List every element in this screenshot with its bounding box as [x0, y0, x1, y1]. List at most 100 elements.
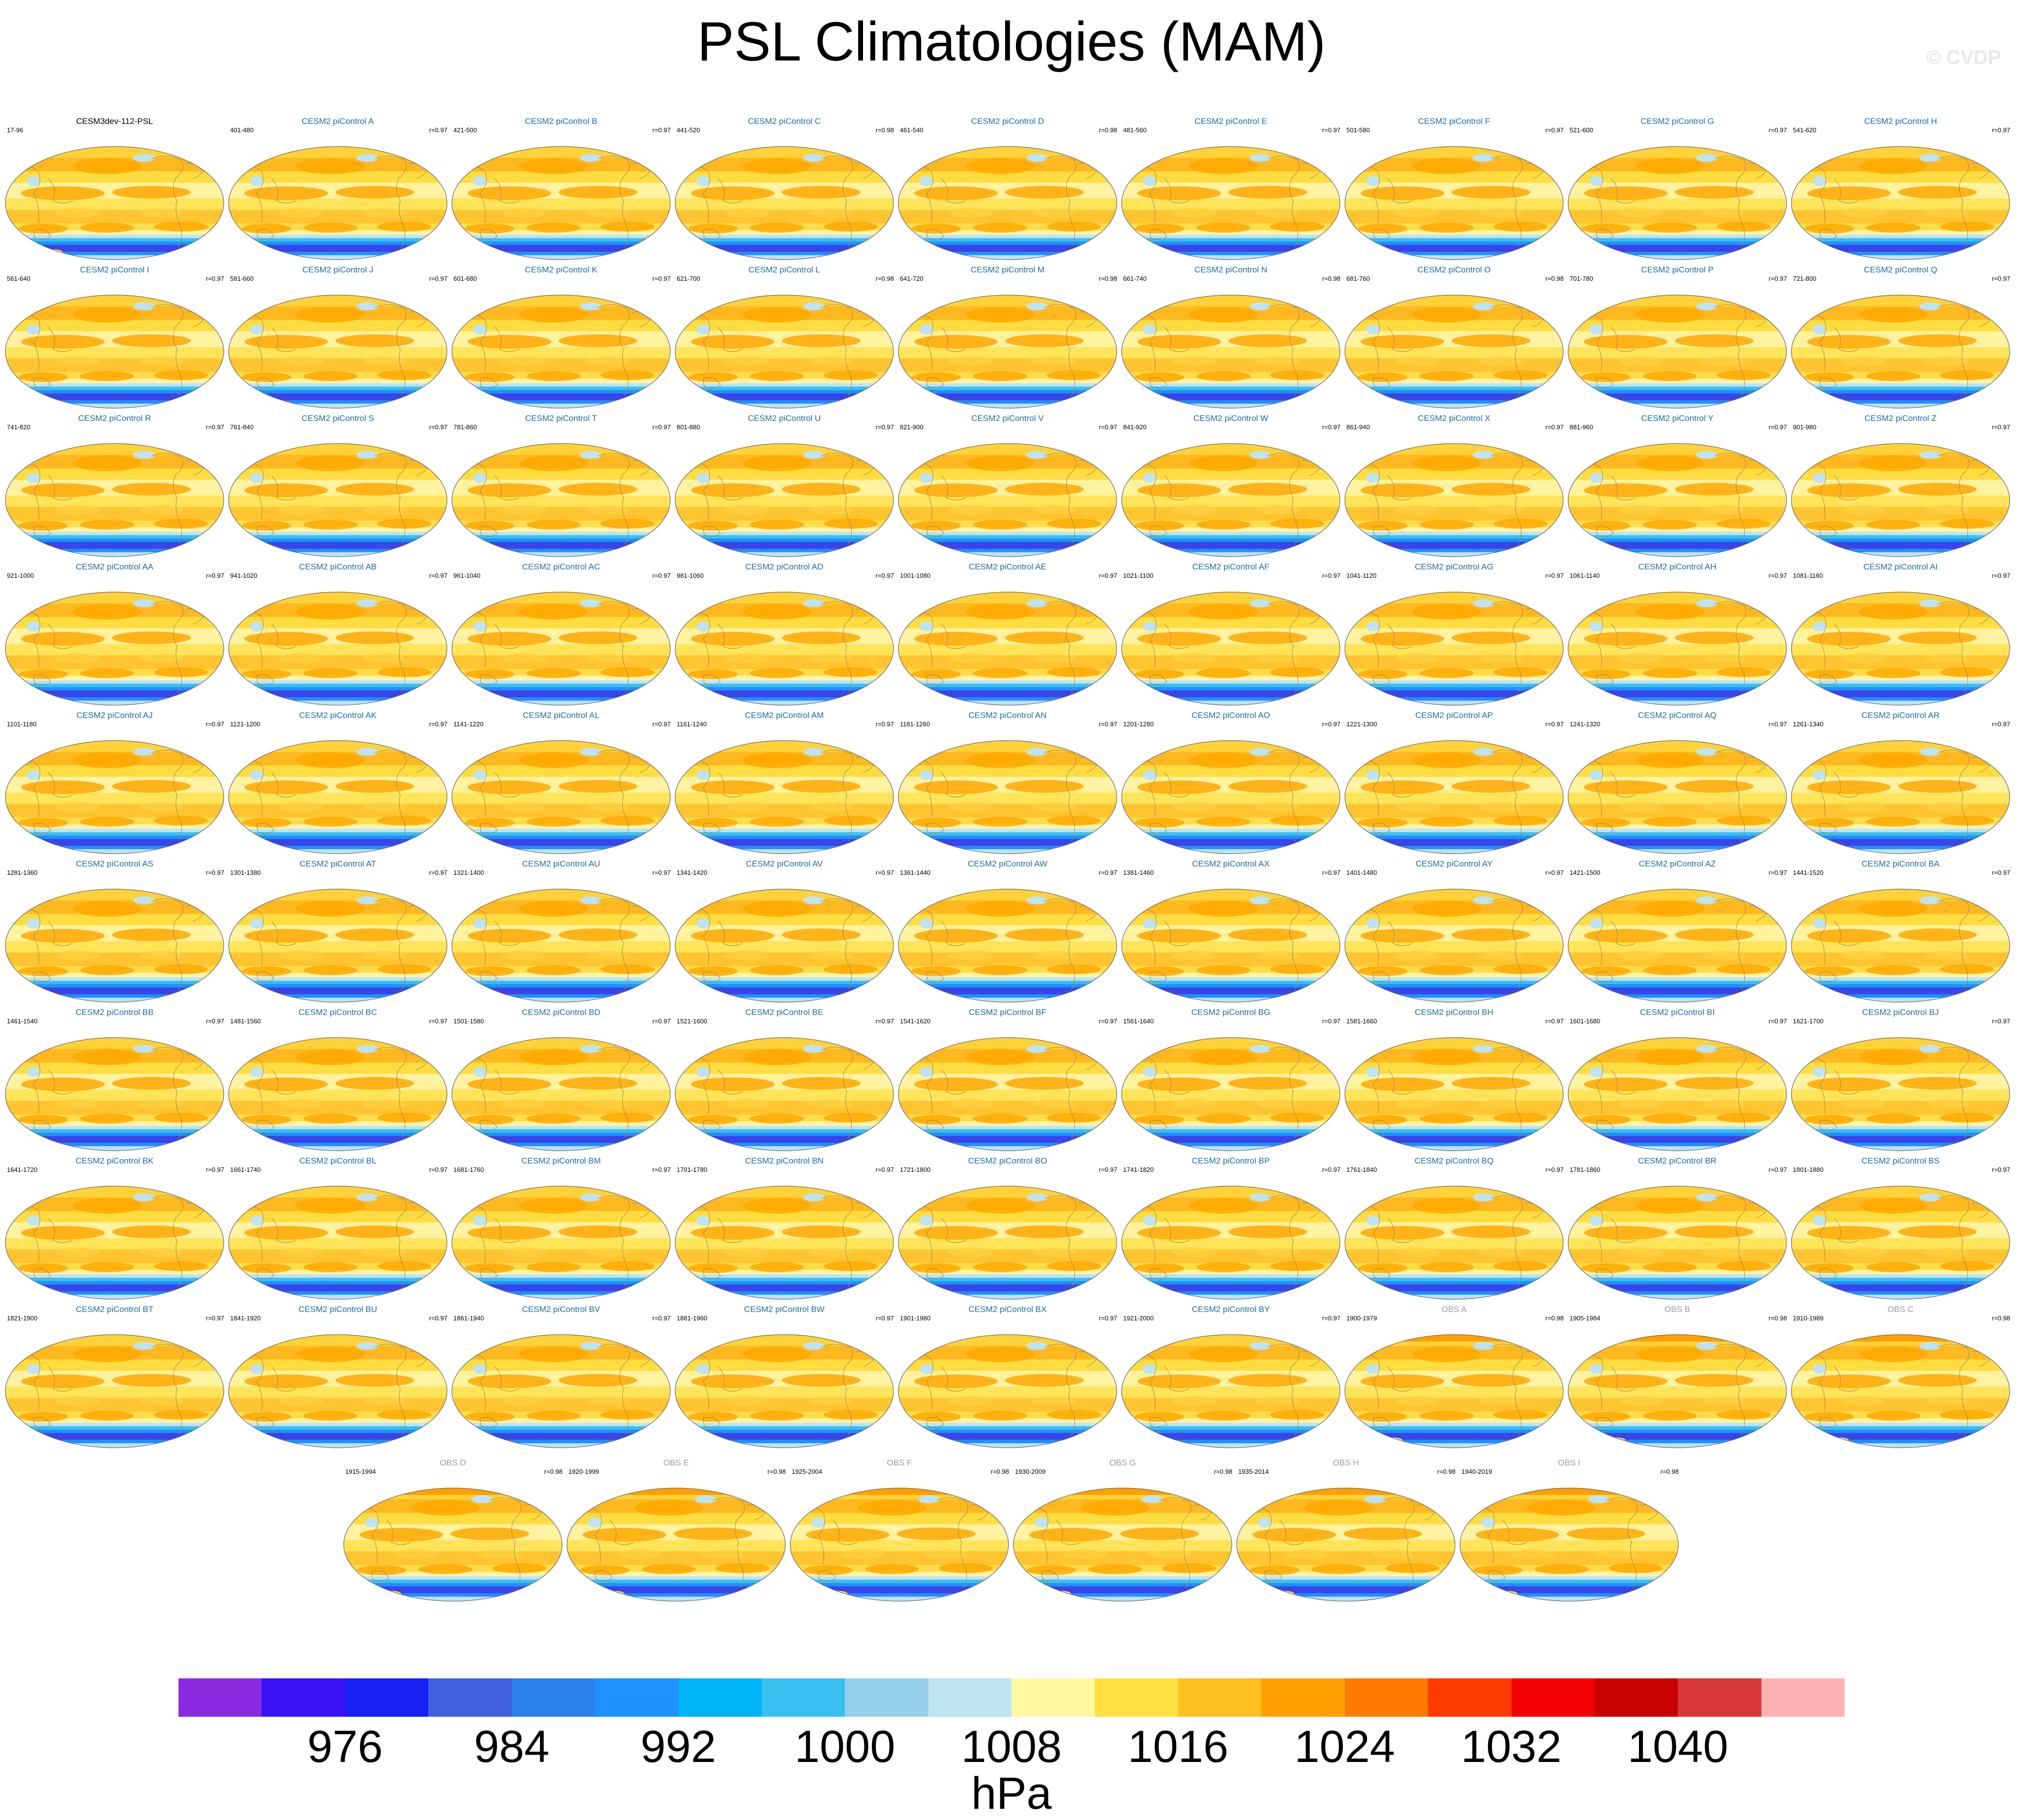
- panel-years: 1261-1340: [1793, 720, 1824, 728]
- psl-map: [566, 1488, 786, 1602]
- psl-map: [1121, 1037, 1340, 1151]
- colorbar-units: hPa: [971, 1768, 1052, 1819]
- map-panel: CESM2 piControl F 501-580 r=0.97: [1343, 115, 1565, 262]
- panel-correlation: r=0.97: [429, 1314, 447, 1322]
- psl-map: [1344, 740, 1564, 854]
- map-panel: CESM2 piControl BT 1821-1900 r=0.97: [4, 1303, 225, 1450]
- psl-map: [228, 1037, 447, 1151]
- panel-years: 1041-1120: [1346, 572, 1377, 579]
- colorbar-swatch: [178, 1678, 262, 1717]
- panel-correlation: r=0.97: [1545, 1166, 1564, 1173]
- panel-years: 661-740: [1123, 275, 1147, 282]
- map-panel: OBS E 1920-1999 r=0.98: [565, 1456, 787, 1604]
- panel-years: 841-920: [1123, 423, 1147, 431]
- panel-years: 421-500: [453, 126, 477, 134]
- panel-years: 1881-1960: [677, 1314, 708, 1322]
- panel-years: 1161-1240: [677, 720, 707, 728]
- panel-title: CESM2 piControl B: [525, 117, 597, 126]
- psl-map: [451, 592, 671, 706]
- panel-years: 881-960: [1570, 423, 1593, 431]
- panel-years: 1601-1680: [1570, 1017, 1601, 1025]
- panel-title: CESM2 piControl AP: [1415, 711, 1493, 720]
- map-panel: CESM2 piControl G 521-600 r=0.97: [1567, 115, 1788, 262]
- psl-map: [228, 1334, 447, 1448]
- psl-map: [1568, 740, 1787, 854]
- panel-years: 1221-1300: [1346, 720, 1377, 728]
- colorbar-tick-label: 1032: [1461, 1722, 1562, 1772]
- panel-title: CESM2 piControl E: [1194, 117, 1267, 126]
- panel-title: CESM2 piControl BF: [969, 1008, 1046, 1017]
- map-panel: CESM2 piControl AJ 1101-1180 r=0.97: [4, 709, 225, 856]
- map-panel: CESM2 piControl AI 1081-1160 r=0.97: [1790, 560, 2011, 708]
- panel-years: 1925-2004: [792, 1468, 823, 1475]
- panel-correlation: r=0.97: [1768, 1017, 1787, 1025]
- panel-years: 1915-1994: [345, 1468, 376, 1475]
- map-panel: CESM2 piControl BQ 1761-1840 r=0.97: [1343, 1154, 1565, 1302]
- panel-years: 1581-1660: [1346, 1017, 1377, 1025]
- psl-map: [228, 295, 447, 409]
- panel-correlation: r=0.97: [1322, 1166, 1340, 1173]
- panel-years: 541-620: [1793, 126, 1816, 134]
- panel-correlation: r=0.97: [652, 126, 671, 134]
- map-panel: CESM2 piControl AH 1061-1140 r=0.97: [1567, 560, 1788, 708]
- map-panel: CESM2 piControl BA 1441-1520 r=0.97: [1790, 857, 2011, 1005]
- map-panel: CESM2 piControl BX 1901-1980 r=0.97: [897, 1303, 1118, 1450]
- panel-title: CESM2 piControl BV: [522, 1305, 600, 1314]
- panel-years: 781-860: [453, 423, 477, 431]
- psl-map: [1344, 1334, 1564, 1448]
- panel-correlation: r=0.97: [429, 1166, 447, 1173]
- psl-map: [451, 1334, 671, 1448]
- psl-map: [1344, 592, 1564, 706]
- panel-correlation: r=0.98: [1437, 1468, 1456, 1475]
- psl-map: [675, 1186, 894, 1300]
- map-panel: OBS D 1915-1994 r=0.98: [342, 1456, 564, 1604]
- panel-correlation: r=0.97: [1545, 720, 1564, 728]
- panel-correlation: r=0.97: [1768, 572, 1787, 579]
- panel-title: CESM2 piControl AI: [1863, 562, 1938, 571]
- panel-correlation: r=0.97: [875, 720, 894, 728]
- map-panel: CESM2 piControl D 461-540 r=0.98: [897, 115, 1118, 262]
- panel-title: OBS I: [1558, 1458, 1580, 1467]
- panel-title: CESM2 piControl AJ: [76, 711, 153, 720]
- panel-correlation: r=0.97: [1992, 126, 2010, 134]
- colorbar-tick-label: 1000: [794, 1722, 895, 1772]
- map-panel: CESM2 piControl BY 1921-2000 r=0.97: [1120, 1303, 1341, 1450]
- colorbar-swatch: [1761, 1678, 1845, 1717]
- psl-map: [1344, 146, 1564, 260]
- panel-correlation: r=0.97: [1545, 572, 1564, 579]
- panel-years: 1361-1440: [900, 869, 931, 876]
- panel-title: CESM2 piControl AH: [1638, 562, 1717, 571]
- psl-map: [228, 146, 447, 260]
- panel-years: 621-700: [677, 275, 700, 282]
- panel-title: CESM2 piControl J: [302, 265, 374, 274]
- map-panel: CESM2 piControl C 441-520 r=0.98: [674, 115, 895, 262]
- panel-title: CESM2 piControl BY: [1191, 1305, 1270, 1314]
- map-panel: CESM2 piControl AV 1341-1420 r=0.97: [674, 857, 895, 1005]
- colorbar-swatch: [761, 1678, 845, 1717]
- panel-correlation: r=0.97: [1768, 423, 1787, 431]
- panel-years: 481-560: [1123, 126, 1147, 134]
- panel-title: CESM2 piControl W: [1193, 414, 1269, 423]
- map-panel: OBS H 1935-2014 r=0.98: [1235, 1456, 1457, 1604]
- colorbar-swatch: [595, 1678, 679, 1717]
- psl-map: [675, 443, 894, 557]
- panel-title: CESM2 piControl S: [301, 414, 374, 423]
- panel-title: CESM2 piControl R: [78, 414, 151, 423]
- panel-correlation: r=0.97: [1322, 126, 1340, 134]
- map-panel: CESM2 piControl Y 881-960 r=0.97: [1567, 412, 1788, 559]
- map-panel: CESM2 piControl BG 1561-1640 r=0.97: [1120, 1006, 1341, 1153]
- colorbar-swatch: [511, 1678, 595, 1717]
- panel-years: 1905-1984: [1570, 1314, 1601, 1322]
- panel-correlation: r=0.97: [429, 720, 447, 728]
- panel-correlation: r=0.98: [1322, 275, 1340, 282]
- panel-title: CESM2 piControl BO: [968, 1156, 1047, 1165]
- map-panel: CESM2 piControl AC 961-1040 r=0.97: [450, 560, 672, 708]
- panel-correlation: r=0.97: [652, 1017, 671, 1025]
- psl-map: [898, 889, 1117, 1003]
- panel-title: OBS F: [887, 1458, 912, 1467]
- panel-years: 561-640: [7, 275, 30, 282]
- psl-map: [5, 443, 224, 557]
- map-panel: CESM2 piControl BE 1521-1600 r=0.97: [674, 1006, 895, 1153]
- panel-years: 1421-1500: [1570, 869, 1601, 876]
- psl-map: [451, 146, 671, 260]
